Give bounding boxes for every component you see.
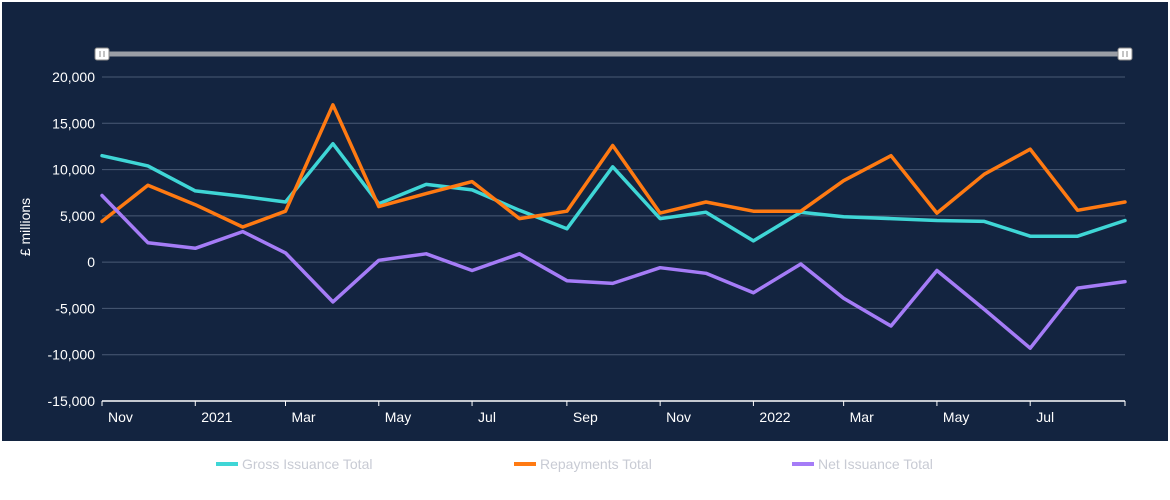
y-tick-label: 10,000 [52,162,95,178]
range-slider-right-handle[interactable] [1117,47,1133,61]
y-tick-label: 0 [87,254,95,270]
x-tick-label: Nov [108,409,133,425]
x-tick-label: May [385,409,411,425]
legend-item-repayments[interactable]: Repayments Total [514,449,652,479]
y-tick-label: -15,000 [48,393,96,409]
legend-swatch-gross [216,462,238,466]
legend: Gross Issuance Total Repayments Total Ne… [0,449,1170,479]
x-tick-label: Nov [666,409,691,425]
x-tick-label: Sep [573,409,598,425]
legend-swatch-repayments [514,462,536,466]
y-tick-label: -10,000 [48,347,96,363]
legend-item-gross-issuance[interactable]: Gross Issuance Total [216,449,372,479]
repayments-line [100,103,1127,229]
x-tick-label: Jul [478,409,496,425]
x-tick-label: Jul [1036,409,1054,425]
x-tick-label: Mar [291,409,315,425]
net-issuance-line [100,193,1127,350]
chart-panel: 20,000 15,000 10,000 5,000 0 -5,000 -10,000 -15… [2,2,1168,441]
x-tick-label: 2021 [201,409,232,425]
x-tick-label: Mar [850,409,874,425]
legend-label-net: Net Issuance Total [818,456,933,472]
legend-swatch-net [792,462,814,466]
legend-label-gross: Gross Issuance Total [242,456,373,472]
y-tick-label: 20,000 [52,69,95,85]
range-slider-left-handle[interactable] [94,47,110,61]
gross-issuance-line [100,141,1127,243]
y-axis-title: £ millions [17,198,33,256]
line-chart: 20,000 15,000 10,000 5,000 0 -5,000 -10,000 -15… [17,47,1133,425]
y-tick-label: 5,000 [60,208,95,224]
x-tick-label: 2022 [759,409,790,425]
x-tick-label: May [943,409,969,425]
legend-item-net-issuance[interactable]: Net Issuance Total [792,449,933,479]
y-tick-label: 15,000 [52,115,95,131]
y-tick-label: -5,000 [55,300,95,316]
legend-label-repayments: Repayments Total [540,456,652,472]
